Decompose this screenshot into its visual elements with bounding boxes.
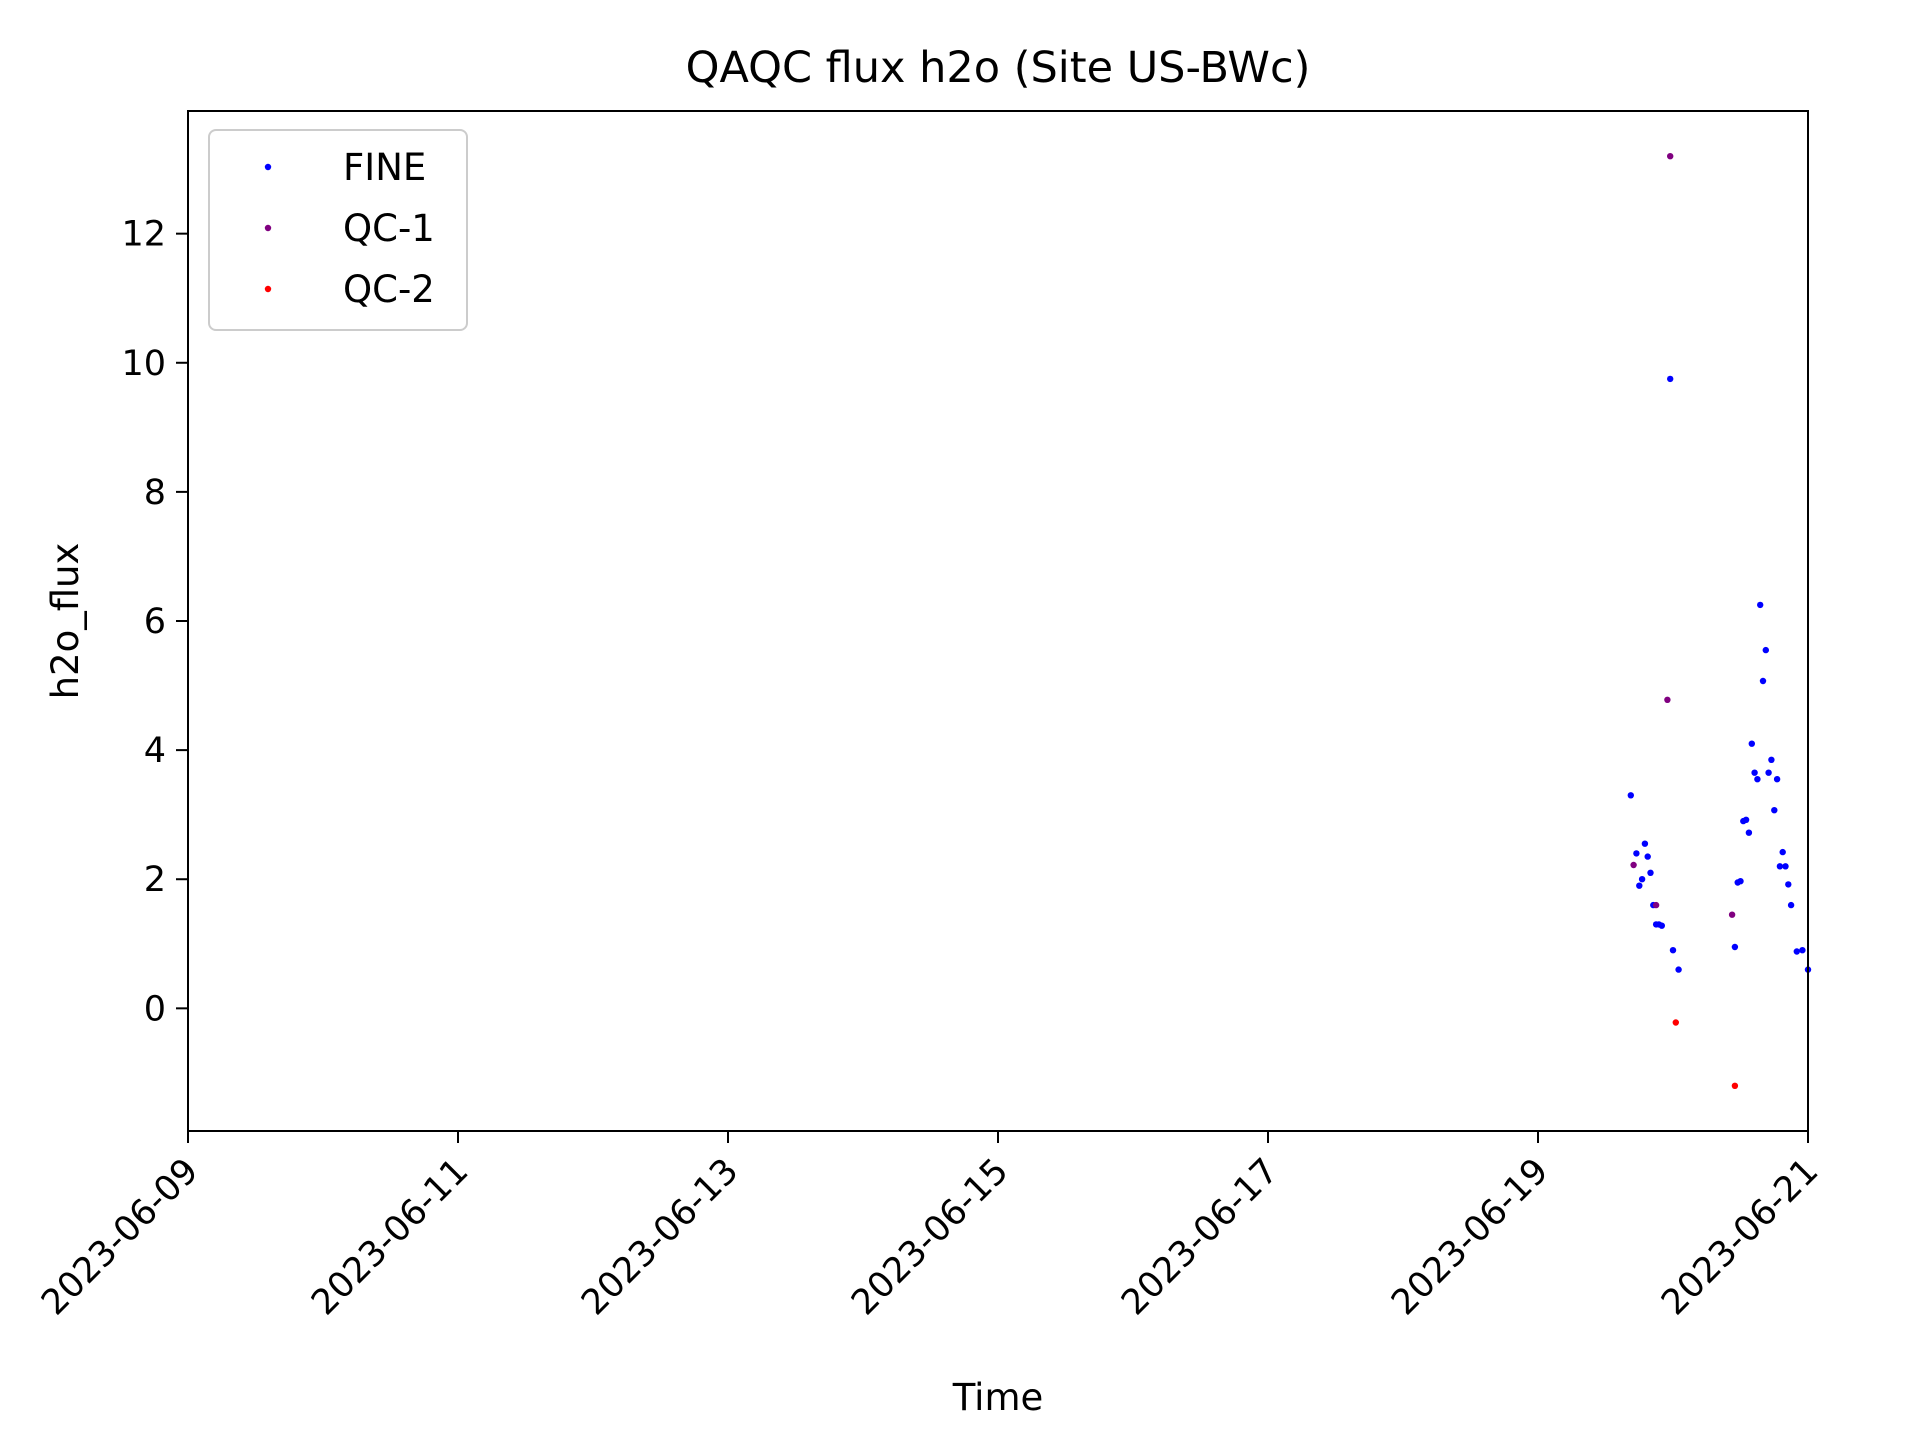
legend-marker xyxy=(264,285,272,293)
x-axis-label: Time xyxy=(952,1376,1044,1419)
data-point xyxy=(1799,947,1806,954)
legend-box xyxy=(208,129,468,331)
data-point xyxy=(1768,756,1775,763)
legend-marker xyxy=(264,163,272,171)
y-axis-label: h2o_flux xyxy=(44,543,87,700)
y-tick-label: 10 xyxy=(121,344,166,384)
data-point xyxy=(1731,943,1739,951)
data-point xyxy=(1731,1082,1739,1090)
data-point xyxy=(1672,1019,1680,1026)
data-point xyxy=(1667,153,1674,160)
data-point xyxy=(1633,850,1640,857)
data-point xyxy=(1776,863,1784,870)
data-point xyxy=(1647,869,1654,876)
data-point xyxy=(1759,677,1767,685)
data-point xyxy=(1745,829,1753,836)
y-tick-label: 2 xyxy=(144,860,166,900)
data-point xyxy=(1765,769,1772,776)
data-point xyxy=(1638,876,1646,883)
data-point xyxy=(1664,696,1671,703)
data-point xyxy=(1641,840,1649,847)
data-point xyxy=(1748,740,1756,747)
data-point xyxy=(1658,922,1666,929)
data-point xyxy=(1675,966,1682,973)
data-point xyxy=(1762,646,1770,654)
legend-label: QC-2 xyxy=(343,268,435,311)
data-point xyxy=(1652,901,1660,909)
data-point xyxy=(1754,776,1761,783)
data-point xyxy=(1751,769,1758,776)
data-point xyxy=(1644,853,1651,860)
series-qc-1 xyxy=(1630,153,1736,918)
series-fine xyxy=(1627,375,1812,973)
data-point xyxy=(1793,948,1801,955)
data-point xyxy=(1773,776,1781,783)
y-tick-label: 6 xyxy=(144,602,166,642)
y-tick-label: 0 xyxy=(144,989,166,1029)
data-point xyxy=(1742,816,1750,823)
data-point xyxy=(1771,807,1778,814)
data-point xyxy=(1737,878,1744,885)
series-qc-2 xyxy=(1672,1019,1739,1090)
data-point xyxy=(1785,881,1792,888)
data-point xyxy=(1779,848,1786,856)
legend-label: FINE xyxy=(343,146,426,189)
data-point xyxy=(1667,375,1674,383)
legend: FINE QC-1 QC-2 xyxy=(208,129,468,331)
y-tick-label: 8 xyxy=(144,473,166,513)
data-point xyxy=(1787,901,1795,909)
legend-marker xyxy=(264,224,272,232)
y-tick-label: 12 xyxy=(121,215,166,255)
data-point xyxy=(1669,947,1677,954)
data-point xyxy=(1757,601,1764,609)
y-axis: 0 2 4 6 8 10 12 xyxy=(121,215,188,1029)
data-point xyxy=(1636,882,1643,889)
plot-area xyxy=(1627,153,1812,1090)
legend-label: QC-1 xyxy=(343,207,435,250)
data-point xyxy=(1728,911,1736,918)
y-tick-label: 4 xyxy=(144,731,166,771)
data-point xyxy=(1630,861,1637,869)
data-point xyxy=(1627,792,1635,799)
chart-title: QAQC flux h2o (Site US-BWc) xyxy=(686,43,1311,93)
data-point xyxy=(1782,863,1789,870)
